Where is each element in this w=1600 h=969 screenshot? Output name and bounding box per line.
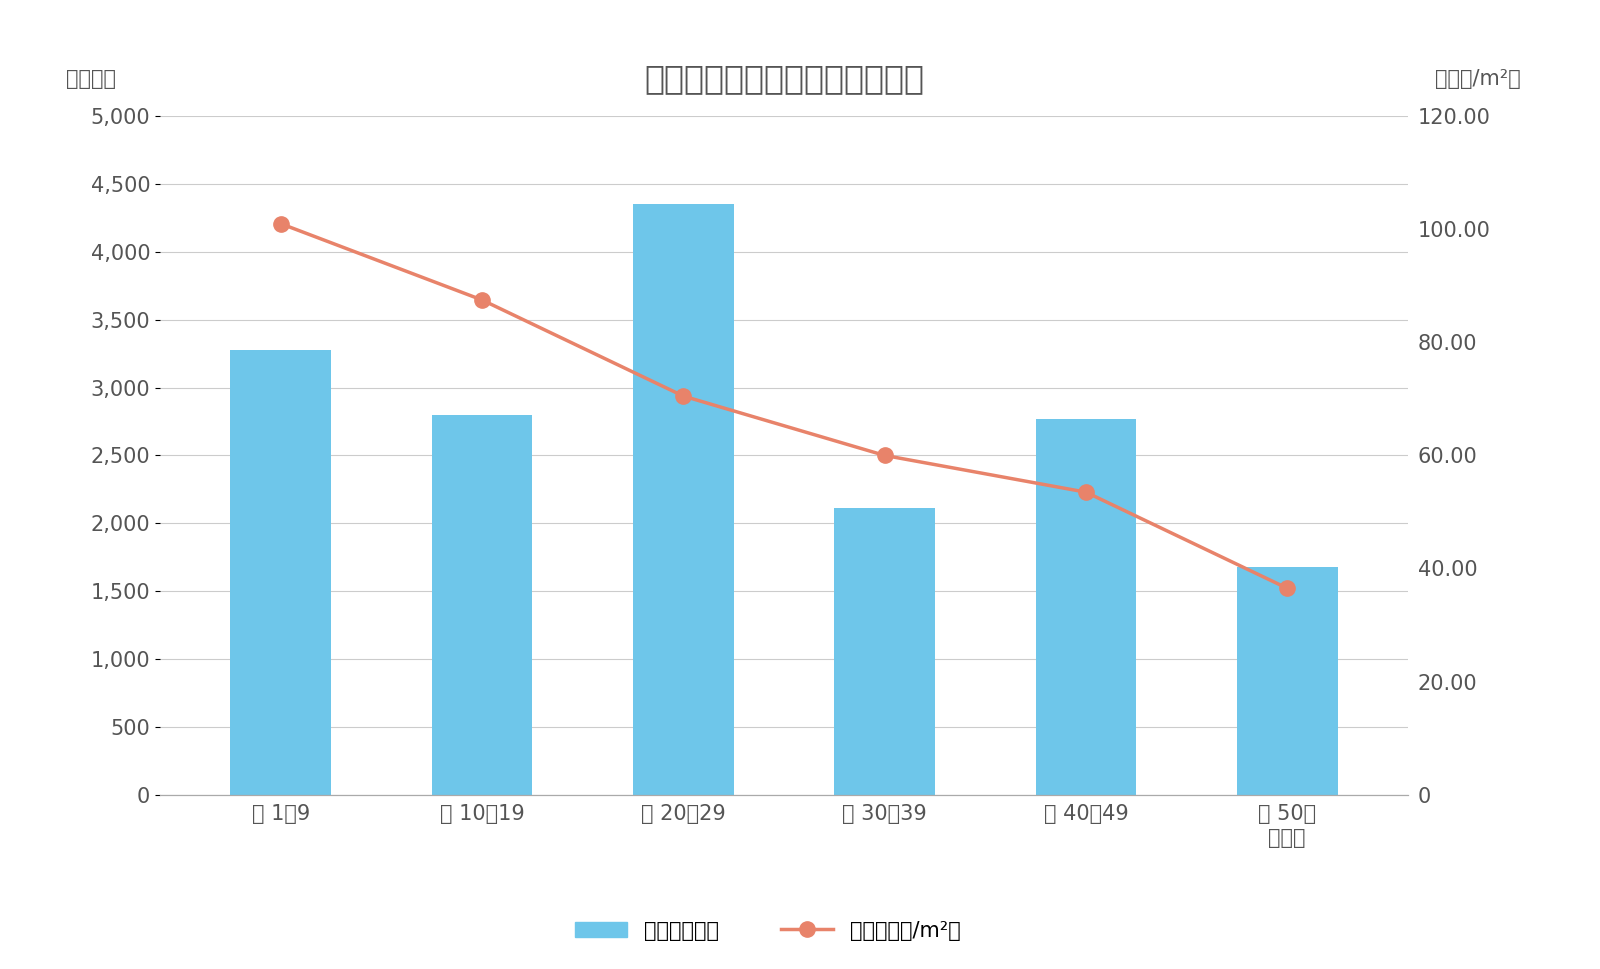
Text: （万円）: （万円） <box>67 69 117 89</box>
Bar <box>634 204 734 795</box>
Bar <box>1035 419 1136 795</box>
単価（万円/m²） <box>472 295 491 306</box>
Bar <box>834 509 934 795</box>
Text: （万円/m²）: （万円/m²） <box>1435 69 1520 89</box>
Legend: 価格（万円）, 単価（万円/m²）: 価格（万円）, 単価（万円/m²） <box>566 912 970 949</box>
単価（万円/m²） <box>1077 486 1096 498</box>
単価（万円/m²） <box>1278 582 1298 594</box>
Bar <box>432 415 533 795</box>
単価（万円/m²） <box>875 450 894 461</box>
Line: 単価（万円/m²）: 単価（万円/m²） <box>274 216 1294 596</box>
単価（万円/m²） <box>674 391 693 402</box>
Title: 板橋区築年数別マンション価格: 板橋区築年数別マンション価格 <box>643 63 925 96</box>
Bar <box>230 350 331 795</box>
Bar <box>1237 567 1338 795</box>
単価（万円/m²） <box>270 218 290 230</box>
